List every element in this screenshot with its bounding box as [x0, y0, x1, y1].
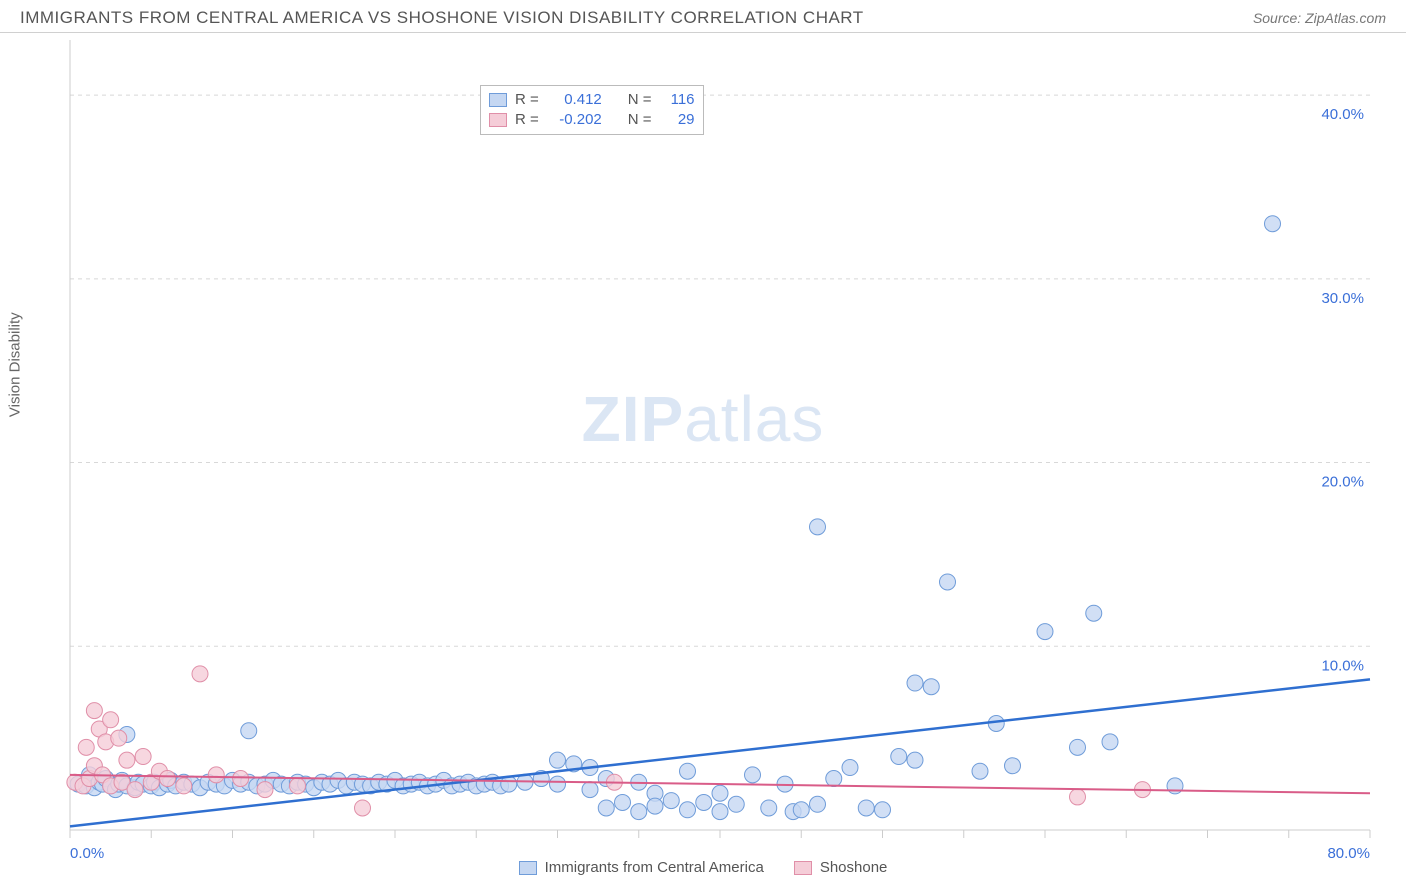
chart-title: IMMIGRANTS FROM CENTRAL AMERICA VS SHOSH…: [20, 8, 864, 28]
source-label: Source:: [1253, 10, 1305, 26]
r-value: -0.202: [547, 110, 602, 130]
svg-text:30.0%: 30.0%: [1321, 290, 1364, 307]
n-label: N =: [628, 90, 652, 110]
legend-item: Shoshone: [794, 859, 888, 876]
svg-text:20.0%: 20.0%: [1321, 474, 1364, 491]
legend-label: Shoshone: [820, 859, 888, 876]
legend-label: Immigrants from Central America: [545, 859, 764, 876]
legend-correlation: R = 0.412 N = 116 R = -0.202 N = 29: [480, 85, 704, 135]
header: IMMIGRANTS FROM CENTRAL AMERICA VS SHOSH…: [0, 0, 1406, 33]
svg-text:40.0%: 40.0%: [1321, 106, 1364, 123]
legend-item: Immigrants from Central America: [519, 859, 764, 876]
legend-row: R = -0.202 N = 29: [489, 110, 695, 130]
y-axis-label: Vision Disability: [7, 312, 24, 417]
n-value: 29: [660, 110, 695, 130]
legend-swatch: [519, 861, 537, 875]
source-name: ZipAtlas.com: [1305, 10, 1386, 26]
legend-swatch: [489, 113, 507, 127]
legend-swatch: [489, 93, 507, 107]
chart-area: Vision Disability ZIPatlas 10.0%20.0%30.…: [20, 40, 1386, 882]
n-value: 116: [660, 90, 695, 110]
r-value: 0.412: [547, 90, 602, 110]
r-label: R =: [515, 110, 539, 130]
n-label: N =: [628, 110, 652, 130]
legend-row: R = 0.412 N = 116: [489, 90, 695, 110]
source: Source: ZipAtlas.com: [1253, 10, 1386, 26]
svg-text:10.0%: 10.0%: [1321, 657, 1364, 674]
legend-swatch: [794, 861, 812, 875]
legend-series: Immigrants from Central America Shoshone: [20, 859, 1386, 876]
chart-svg: 10.0%20.0%30.0%40.0%0.0%80.0%: [20, 40, 1386, 875]
r-label: R =: [515, 90, 539, 110]
